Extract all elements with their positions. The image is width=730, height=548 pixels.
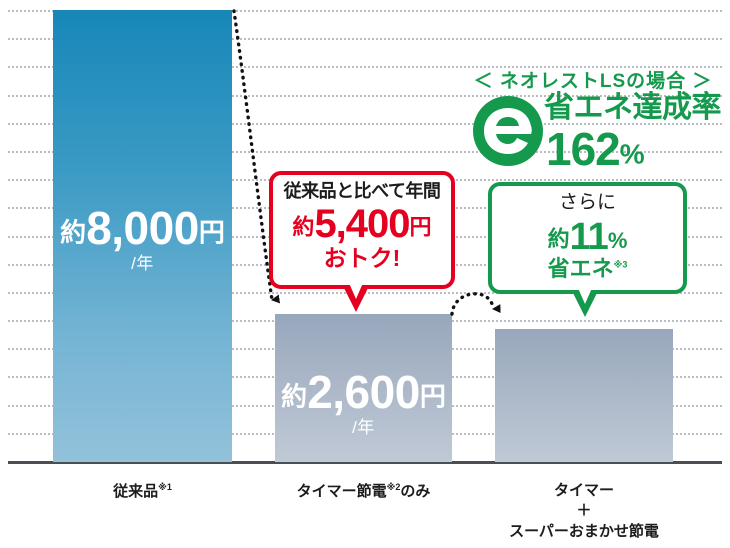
bar-value-per-year: /年	[131, 254, 154, 273]
bar-value-number: 8,000	[86, 202, 199, 254]
callout-red-tail-inner	[349, 283, 363, 299]
axis-label-note: ※1	[158, 482, 172, 492]
bar-conventional	[53, 10, 232, 462]
bar-value-unit: 円	[198, 217, 225, 248]
axis-label-conventional: 従来品※1	[53, 481, 232, 502]
bar-timer-only	[275, 314, 452, 462]
callout-green-note: ※3	[613, 259, 628, 270]
gridline	[8, 38, 722, 41]
bar-value-prefix: 約	[281, 381, 308, 412]
axis-label-text: 従来品	[113, 483, 159, 500]
callout-savings-red: 従来品と比べて年間 約5,400円 おトク!	[269, 171, 455, 289]
energy-achievement-badge: ＜ ネオレストLSの場合 ＞ 省エネ達成率 162%	[462, 66, 724, 172]
callout-red-line1: 従来品と比べて年間	[283, 181, 441, 201]
badge-percent: 162%	[546, 126, 645, 172]
e-mark-icon	[473, 96, 543, 166]
axis-label-line2: スーパーおまかせ節電	[509, 522, 659, 540]
callout-green-label: 省エネ	[547, 255, 614, 281]
bar-timer-plus-super	[495, 329, 673, 462]
gridline	[8, 94, 722, 97]
gridline	[8, 150, 722, 153]
axis-label-note: ※2	[386, 482, 401, 492]
bar-value-unit: 円	[419, 381, 446, 412]
badge-percent-number: 162	[546, 123, 621, 175]
callout-green-tail-inner	[578, 288, 592, 304]
callout-green-prefix: 約	[547, 226, 570, 252]
axis-label-line1: タイマー	[553, 482, 614, 499]
bar-value-number: 2,600	[307, 366, 420, 418]
callout-savings-green: さらに 約11% 省エネ※3	[488, 182, 687, 294]
bar-value-conventional: 約8,000円 /年	[53, 205, 232, 272]
callout-red-amount: 約5,400円	[273, 204, 451, 244]
gridline	[8, 66, 722, 69]
bar-value-per-year: /年	[352, 418, 375, 437]
callout-red-prefix: 約	[292, 214, 315, 240]
callout-red-line3: おトク!	[323, 244, 401, 271]
callout-red-number: 5,400	[314, 201, 410, 246]
bar-value-timer-only: 約2,600円 /年	[275, 369, 452, 436]
callout-green-line1: さらに	[558, 192, 616, 213]
badge-heading: ＜ ネオレストLSの場合 ＞	[473, 71, 713, 92]
chart-baseline	[8, 461, 722, 464]
callout-red-unit: 円	[409, 214, 432, 240]
callout-green-line3: 省エネ※3	[492, 255, 683, 281]
bar-value-prefix: 約	[60, 217, 87, 248]
axis-label-timer-only: タイマー節電※2のみ	[265, 481, 462, 502]
callout-green-amount: 約11%	[492, 218, 683, 256]
axis-label-timer-plus-super: タイマー ＋ スーパーおまかせ節電	[478, 481, 690, 542]
callout-green-number: 11	[569, 215, 609, 258]
axis-label-text: タイマー節電	[296, 483, 387, 500]
callout-green-unit: %	[607, 227, 628, 253]
axis-label-plus: ＋	[576, 502, 592, 520]
gridline	[8, 10, 722, 12]
badge-percent-sign: %	[619, 138, 645, 170]
badge-title: 省エネ達成率	[544, 91, 722, 124]
gridline	[8, 122, 722, 125]
axis-label-tail: のみ	[400, 483, 431, 500]
